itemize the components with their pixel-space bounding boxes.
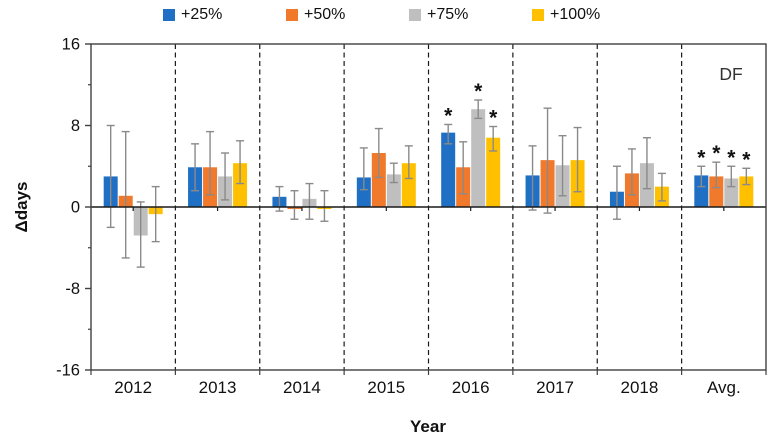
bar-+100%-2013 (233, 163, 248, 207)
error-bar-+25%-2015 (359, 147, 368, 191)
bar-+50%-Avg. (709, 176, 724, 207)
legend-swatch-75-icon (409, 9, 421, 21)
error-bar-+100%-2015 (404, 145, 413, 180)
error-bar-+75%-2015 (389, 162, 398, 184)
error-bar-+25%-2012 (106, 124, 115, 229)
x-tick-label: 2013 (199, 378, 237, 397)
significance-asterisk: * (742, 148, 751, 171)
error-bar-+25%-Avg. (697, 165, 706, 188)
bar-+25%-2016 (441, 132, 456, 207)
significance-asterisk: * (474, 80, 483, 103)
bar-+75%-Avg. (724, 178, 739, 207)
bar-+25%-Avg. (694, 175, 709, 207)
y-tick-label: 0 (71, 199, 80, 217)
bar-+25%-2015 (356, 177, 371, 207)
error-bar-+75%-2017 (558, 134, 567, 197)
legend-label-25: +25% (181, 6, 223, 23)
error-bar-+50%-2013 (206, 130, 215, 196)
legend-label-50: +50% (304, 6, 346, 23)
bar-+75%-2016 (471, 109, 486, 207)
error-bar-+50%-2016 (459, 141, 468, 195)
error-bar-+25%-2018 (612, 165, 621, 220)
y-tick-label: -16 (56, 362, 80, 380)
significance-asterisk: * (727, 146, 736, 169)
legend-item-100: +100% (532, 6, 655, 24)
error-bar-+50%-2012 (121, 130, 130, 259)
significance-asterisk: * (712, 142, 721, 165)
significance-asterisk: * (697, 146, 706, 169)
legend-item-50: +50% (286, 6, 409, 24)
bar-+100%-2015 (401, 163, 416, 207)
error-bar-+100%-2013 (236, 140, 245, 185)
error-bar-+75%-2013 (221, 152, 230, 201)
legend-label-75: +75% (427, 6, 469, 23)
error-bar-+75%-Avg. (727, 165, 736, 188)
error-bar-+100%-2012 (151, 185, 160, 243)
error-bar-+50%-Avg. (712, 161, 721, 189)
legend-swatch-25-icon (163, 9, 175, 21)
error-bar-+25%-2013 (191, 143, 200, 192)
error-bar-+50%-2018 (627, 148, 636, 196)
significance-asterisk: * (444, 104, 453, 127)
error-bar-+100%-2018 (657, 172, 666, 202)
x-tick-label: 2017 (536, 378, 574, 397)
error-bar-+50%-2015 (374, 127, 383, 179)
legend-swatch-50-icon (286, 9, 298, 21)
error-bar-+100%-2016 (489, 125, 498, 152)
legend: +25% +50% +75% +100% (163, 6, 655, 24)
x-axis-title: Year (410, 417, 446, 436)
panel-label: DF (719, 64, 742, 84)
y-axis-title: Δdays (12, 181, 31, 233)
x-tick-label: 2018 (621, 378, 659, 397)
error-bar-+75%-2018 (642, 137, 651, 190)
x-tick-label: 2015 (367, 378, 405, 397)
legend-swatch-100-icon (532, 9, 544, 21)
x-tick-label: Avg. (707, 378, 741, 397)
significance-asterisk: * (489, 107, 498, 130)
error-bar-+100%-2014 (320, 189, 329, 222)
error-bar-+100%-Avg. (742, 167, 751, 186)
legend-item-25: +25% (163, 6, 286, 24)
legend-label-100: +100% (550, 6, 601, 23)
legend-item-75: +75% (409, 6, 532, 24)
error-bar-+50%-2017 (543, 107, 552, 214)
y-tick-label: 8 (71, 117, 80, 135)
error-bar-+25%-2016 (444, 123, 453, 145)
error-bar-+75%-2014 (305, 182, 314, 220)
x-tick-label: 2012 (114, 378, 152, 397)
x-tick-label: 2014 (283, 378, 321, 397)
y-tick-label: -8 (65, 280, 80, 298)
bar-+50%-2015 (371, 153, 386, 207)
x-tick-label: 2016 (452, 378, 490, 397)
error-bar-+75%-2012 (136, 201, 145, 268)
bar-+100%-2016 (486, 137, 501, 207)
error-bar-+75%-2016 (474, 99, 483, 120)
error-bar-+100%-2017 (573, 126, 582, 193)
y-tick-label: 16 (62, 36, 80, 54)
error-bar-+25%-2017 (528, 145, 537, 211)
error-bar-+50%-2014 (290, 189, 299, 220)
